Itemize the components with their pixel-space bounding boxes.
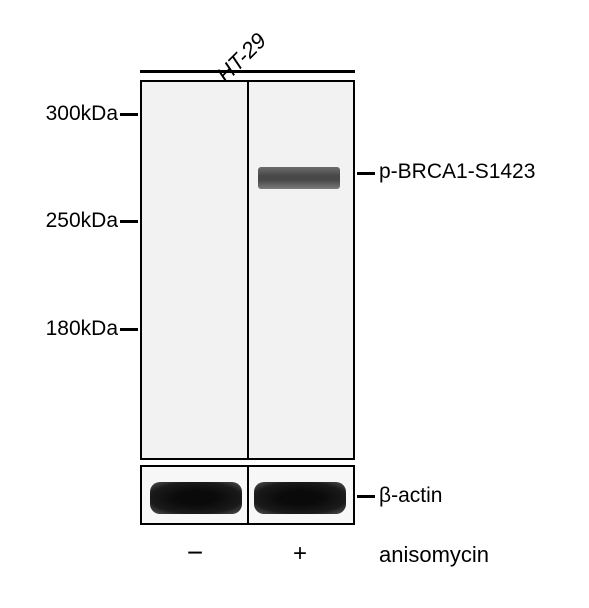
band-pbrca1 bbox=[258, 167, 340, 189]
mw-label-250: 250kDa bbox=[0, 209, 118, 233]
band-label-actin: β-actin bbox=[379, 484, 442, 508]
main-blot-frame bbox=[140, 80, 355, 460]
actin-blot-frame bbox=[140, 465, 355, 525]
cell-line-label: HT-29 bbox=[212, 28, 272, 88]
lane-divider-actin bbox=[247, 467, 249, 523]
band-label-pbrca1: p-BRCA1-S1423 bbox=[379, 160, 535, 184]
mw-label-180: 180kDa bbox=[0, 317, 118, 341]
treatment-minus: − bbox=[170, 537, 220, 569]
figure-container: HT-29 300kDa 250kDa 180kDa p-BRCA1-S1423… bbox=[0, 0, 589, 608]
treatment-plus: + bbox=[275, 540, 325, 568]
mw-tick-250 bbox=[120, 220, 138, 223]
band-actin-lane2 bbox=[254, 482, 346, 514]
band-tick-actin bbox=[357, 495, 375, 498]
mw-tick-180 bbox=[120, 328, 138, 331]
mw-tick-300 bbox=[120, 113, 138, 116]
lane-header-bar bbox=[140, 70, 355, 73]
mw-label-300: 300kDa bbox=[0, 102, 118, 126]
lane-divider-main bbox=[247, 82, 249, 458]
band-actin-lane1 bbox=[150, 482, 242, 514]
treatment-name: anisomycin bbox=[379, 542, 489, 568]
band-tick-pbrca1 bbox=[357, 172, 375, 175]
